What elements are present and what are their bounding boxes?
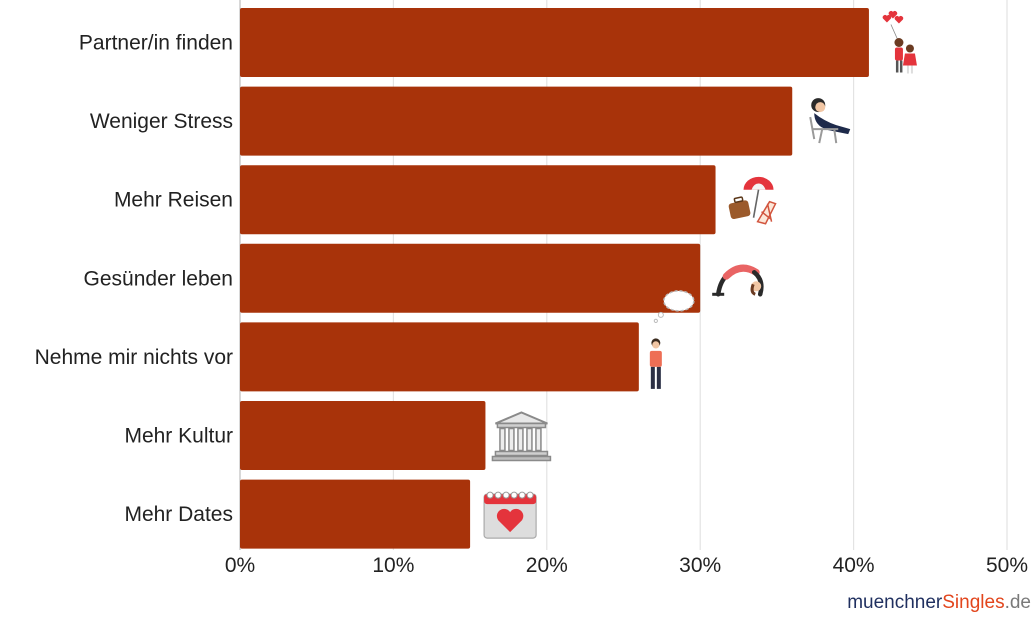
x-axis-ticks: 0% 10% 20% 30% 40% 50% (225, 554, 1028, 577)
x-tick-label: 50% (986, 554, 1028, 577)
bar (240, 322, 639, 391)
couple-balloons-icon (883, 11, 917, 73)
bar (240, 165, 716, 234)
beach-travel-icon (728, 177, 775, 224)
category-label: Partner/in finden (79, 32, 233, 55)
bar (240, 401, 485, 470)
brand-part-3: .de (1005, 592, 1031, 613)
category-label: Mehr Dates (124, 503, 233, 526)
category-label: Mehr Kultur (124, 425, 233, 448)
bar (240, 480, 470, 549)
brand-part-2: Singles (942, 592, 1004, 613)
x-tick-label: 20% (526, 554, 568, 577)
brand-watermark: muenchnerSingles.de (847, 592, 1031, 614)
relaxing-chair-icon (810, 98, 850, 143)
category-label: Gesünder leben (84, 267, 233, 290)
brand-part-1: muenchner (847, 592, 942, 613)
x-tick-label: 40% (833, 554, 875, 577)
category-label: Weniger Stress (90, 110, 233, 133)
x-tick-label: 10% (372, 554, 414, 577)
museum-icon (492, 413, 550, 461)
category-label: Mehr Reisen (114, 189, 233, 212)
bar (240, 8, 869, 77)
category-label: Nehme mir nichts vor (35, 346, 233, 369)
bars (240, 8, 869, 549)
calendar-heart-icon (484, 492, 536, 538)
bar (240, 87, 792, 156)
yoga-icon (712, 268, 761, 294)
bar (240, 244, 700, 313)
x-tick-label: 30% (679, 554, 721, 577)
x-tick-label: 0% (225, 554, 255, 577)
category-labels: Partner/in finden Weniger Stress Mehr Reis… (35, 32, 233, 527)
